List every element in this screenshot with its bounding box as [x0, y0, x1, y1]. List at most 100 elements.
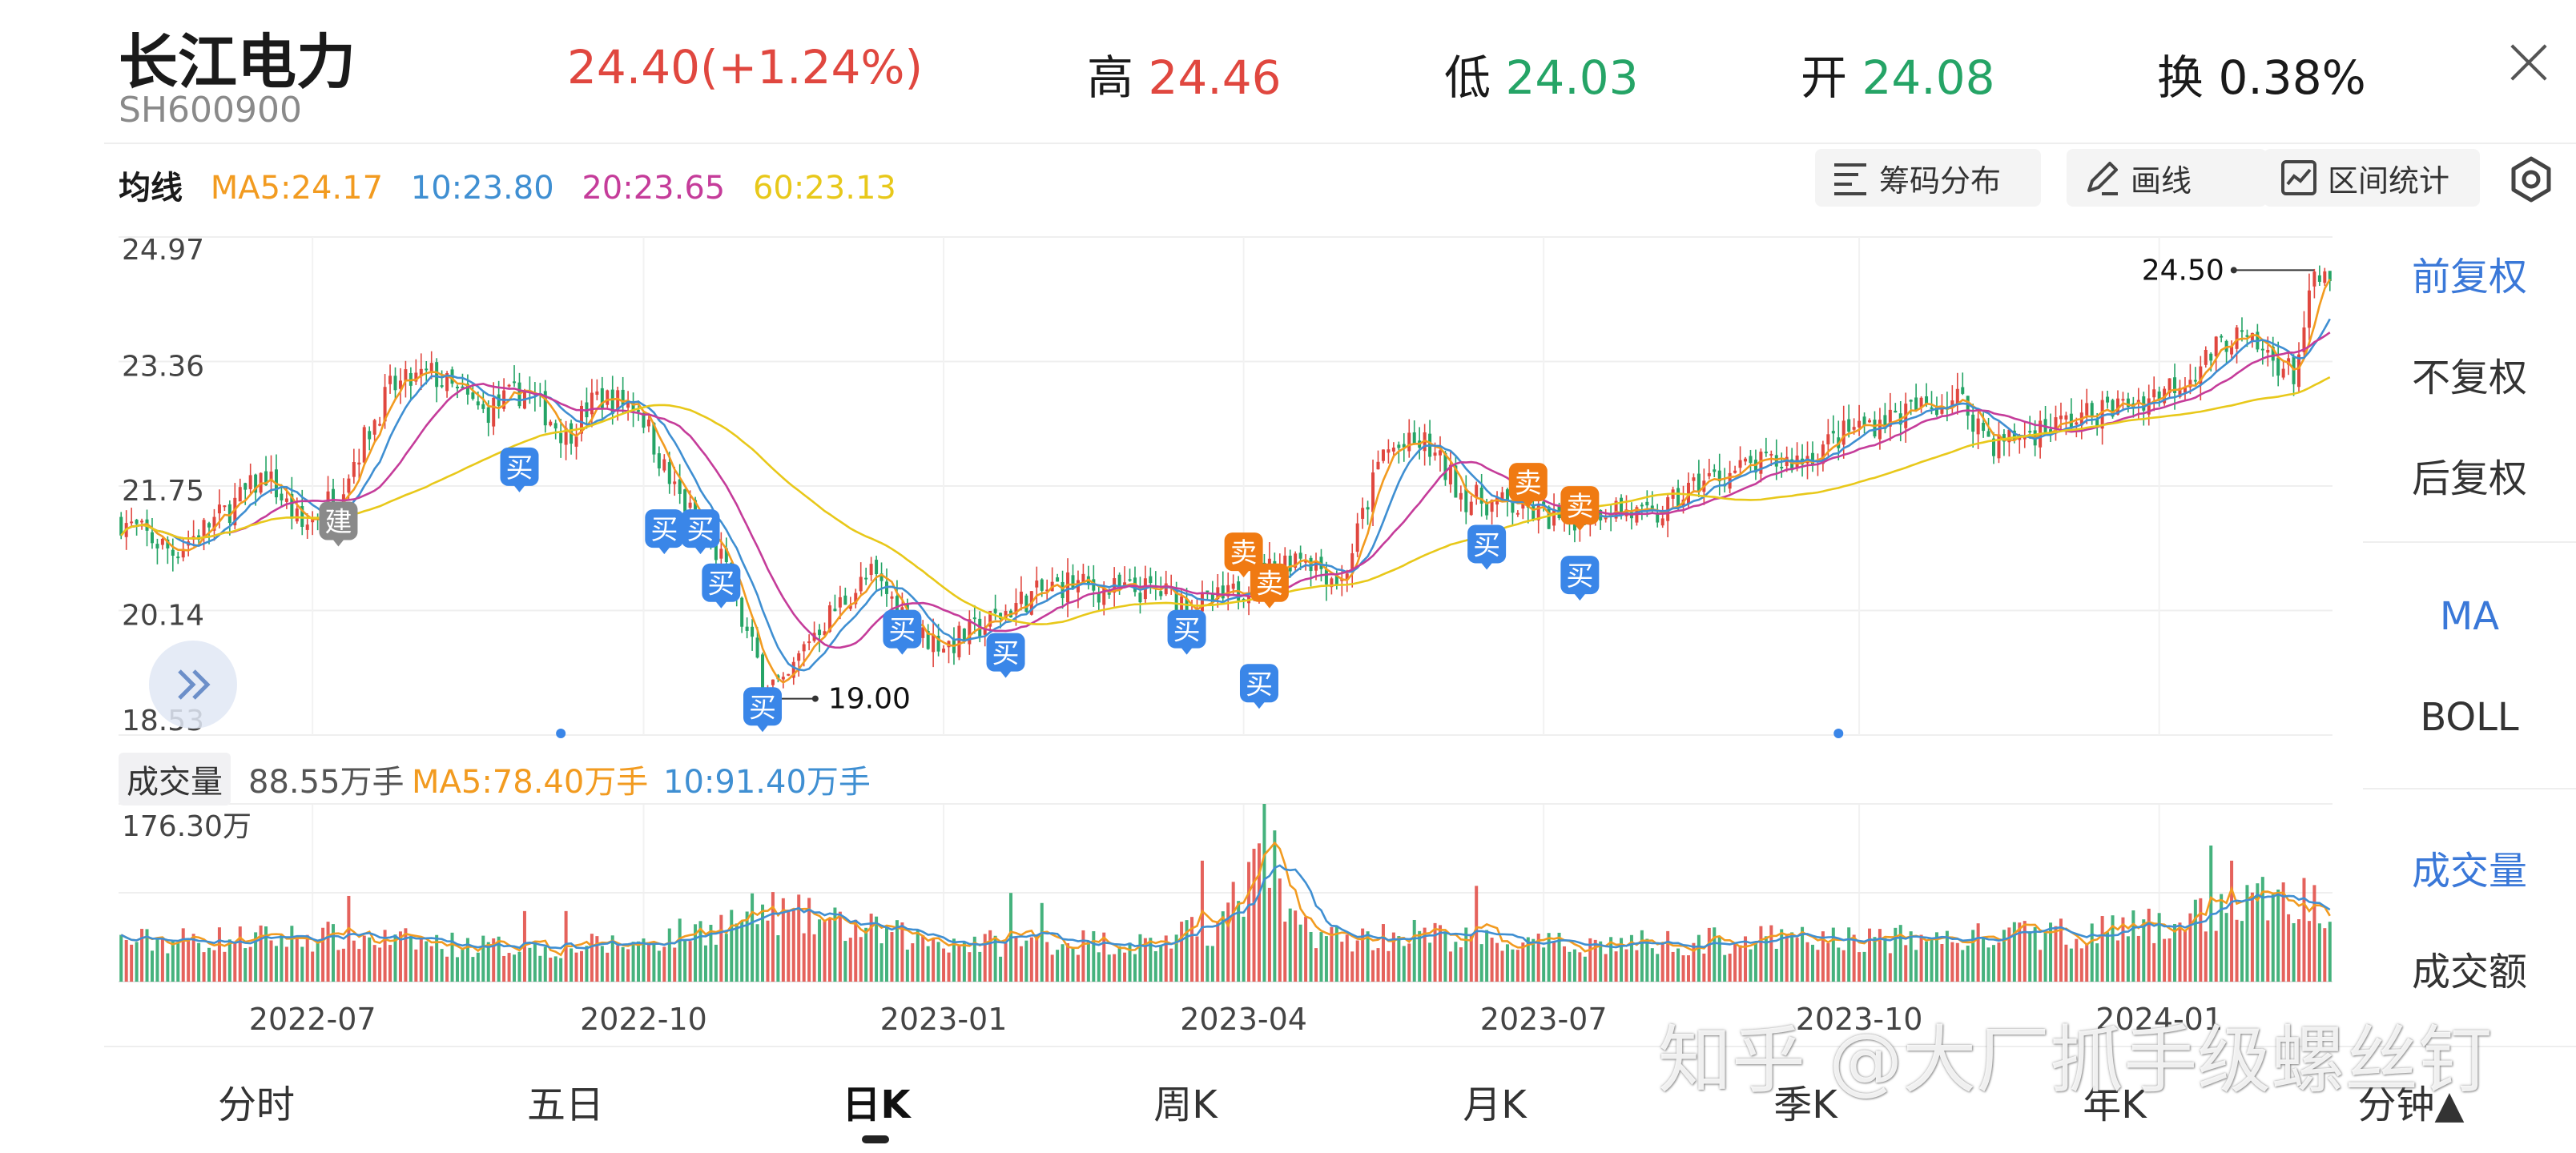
candle-body [419, 368, 423, 377]
volume-bar [1717, 937, 1721, 982]
volume-bar [1113, 954, 1117, 982]
adjust-forward[interactable]: 前复权 [2411, 255, 2527, 299]
volume-bar [1878, 929, 1882, 982]
candle-body [2147, 398, 2151, 415]
candle-body [683, 489, 687, 512]
volume-bar [854, 919, 858, 982]
candle-body [1868, 420, 1872, 423]
volume-bar [1733, 942, 1737, 982]
settings-button[interactable] [2507, 155, 2555, 203]
candle-body [2126, 398, 2130, 407]
volume-bar [719, 914, 723, 982]
candle-body [1753, 460, 1757, 473]
candle-body [471, 392, 475, 400]
tab-yearly-k[interactable]: 年K [2083, 1083, 2147, 1127]
candle-body [631, 401, 635, 412]
candle-body [1992, 438, 1996, 456]
volume-bar [631, 942, 635, 982]
candle-body [1847, 419, 1851, 432]
volume-bar [1511, 949, 1515, 982]
volume-bar [1986, 947, 1990, 982]
candle-body [646, 420, 650, 427]
candle-body [2204, 349, 2208, 365]
volume-bar [776, 935, 780, 982]
candle-body [1997, 434, 2001, 459]
tab-intraday[interactable]: 分时 [217, 1083, 295, 1127]
volume-tag[interactable]: 成交量 [119, 753, 231, 805]
candle-body [2018, 436, 2022, 440]
volume-bar [1697, 934, 1701, 982]
candle-body [1216, 587, 1220, 600]
candle-body [890, 596, 894, 599]
volume-bar [187, 939, 191, 982]
volume-bar [559, 958, 563, 982]
volume-bar [1361, 928, 1365, 982]
volume-bar [972, 936, 976, 982]
event-dot [1833, 729, 1844, 738]
volume-bar [1485, 930, 1489, 982]
tab-weekly-k[interactable]: 周K [1153, 1083, 1218, 1127]
buy-marker-tail [513, 484, 526, 492]
candle-body [2121, 399, 2125, 401]
candle-body [1226, 585, 1230, 597]
adjust-none[interactable]: 不复权 [2411, 356, 2527, 400]
volume-bar [212, 950, 216, 982]
volume-bar [1966, 945, 1970, 982]
volume-bar [1816, 950, 1820, 982]
volume-ma5-line [120, 841, 2331, 957]
range-stats-button[interactable]: 区间统计 [2264, 149, 2480, 207]
chip-distribution-button[interactable]: 筹码分布 [1815, 149, 2041, 207]
candle-body [1666, 497, 1670, 521]
volume-bar [2271, 894, 2275, 982]
volume-bar [1149, 938, 1153, 982]
candle-body [2281, 368, 2285, 378]
volume-bar [626, 949, 630, 982]
tab-quarterly-k[interactable]: 季K [1773, 1083, 1837, 1127]
tab-five-day[interactable]: 五日 [526, 1083, 604, 1127]
buy-marker-tail [896, 646, 909, 655]
tab-monthly-k[interactable]: 月K [1463, 1083, 1527, 1127]
candle-body [1676, 488, 1680, 507]
stock-code: SH600900 [119, 90, 302, 131]
indicator-boll[interactable]: BOLL [2420, 695, 2519, 740]
volume-bar [553, 956, 557, 982]
tab-minute[interactable]: 分钟▲ [2357, 1083, 2465, 1127]
candle-body [1035, 581, 1039, 588]
volume-bar [295, 937, 299, 982]
volume-bar [1216, 922, 1220, 982]
buy-marker-label: 买 [1173, 615, 1201, 647]
volume-bar [637, 941, 641, 982]
volume-bar [999, 956, 1003, 982]
volume-bar [326, 922, 330, 982]
candle-body [1231, 583, 1235, 589]
candle-body [875, 560, 879, 575]
candle-body [983, 627, 987, 635]
candle-body [1376, 461, 1380, 470]
candle-body [2064, 415, 2068, 420]
expand-button[interactable] [149, 641, 237, 729]
candle-body [1883, 415, 1887, 429]
buy-marker-label: 买 [687, 514, 714, 546]
current-price: 24.40(+1.24%) [567, 40, 924, 94]
draw-line-button[interactable]: 画线 [2067, 149, 2267, 207]
candle-body [2142, 396, 2146, 411]
build-marker-tail [332, 538, 345, 547]
tab-daily-k[interactable]: 日K [842, 1083, 911, 1127]
volume-bar [1035, 935, 1039, 982]
adjust-backward[interactable]: 后复权 [2411, 456, 2527, 501]
volume-bar [1532, 938, 1536, 982]
indicator-ma[interactable]: MA [2439, 594, 2500, 639]
sell-marker-label: 卖 [1566, 491, 1593, 523]
volume-bar [1288, 908, 1292, 982]
buy-marker [743, 687, 783, 726]
candle-body [357, 462, 361, 465]
volume-bar [145, 929, 149, 982]
candle-body [864, 577, 868, 580]
volume-option[interactable]: 成交量 [2411, 849, 2527, 894]
candle-body [869, 564, 873, 576]
candle-body [1040, 579, 1044, 591]
volume-bar [905, 950, 909, 982]
amount-option[interactable]: 成交额 [2411, 950, 2527, 994]
candle-body [1774, 455, 1778, 467]
